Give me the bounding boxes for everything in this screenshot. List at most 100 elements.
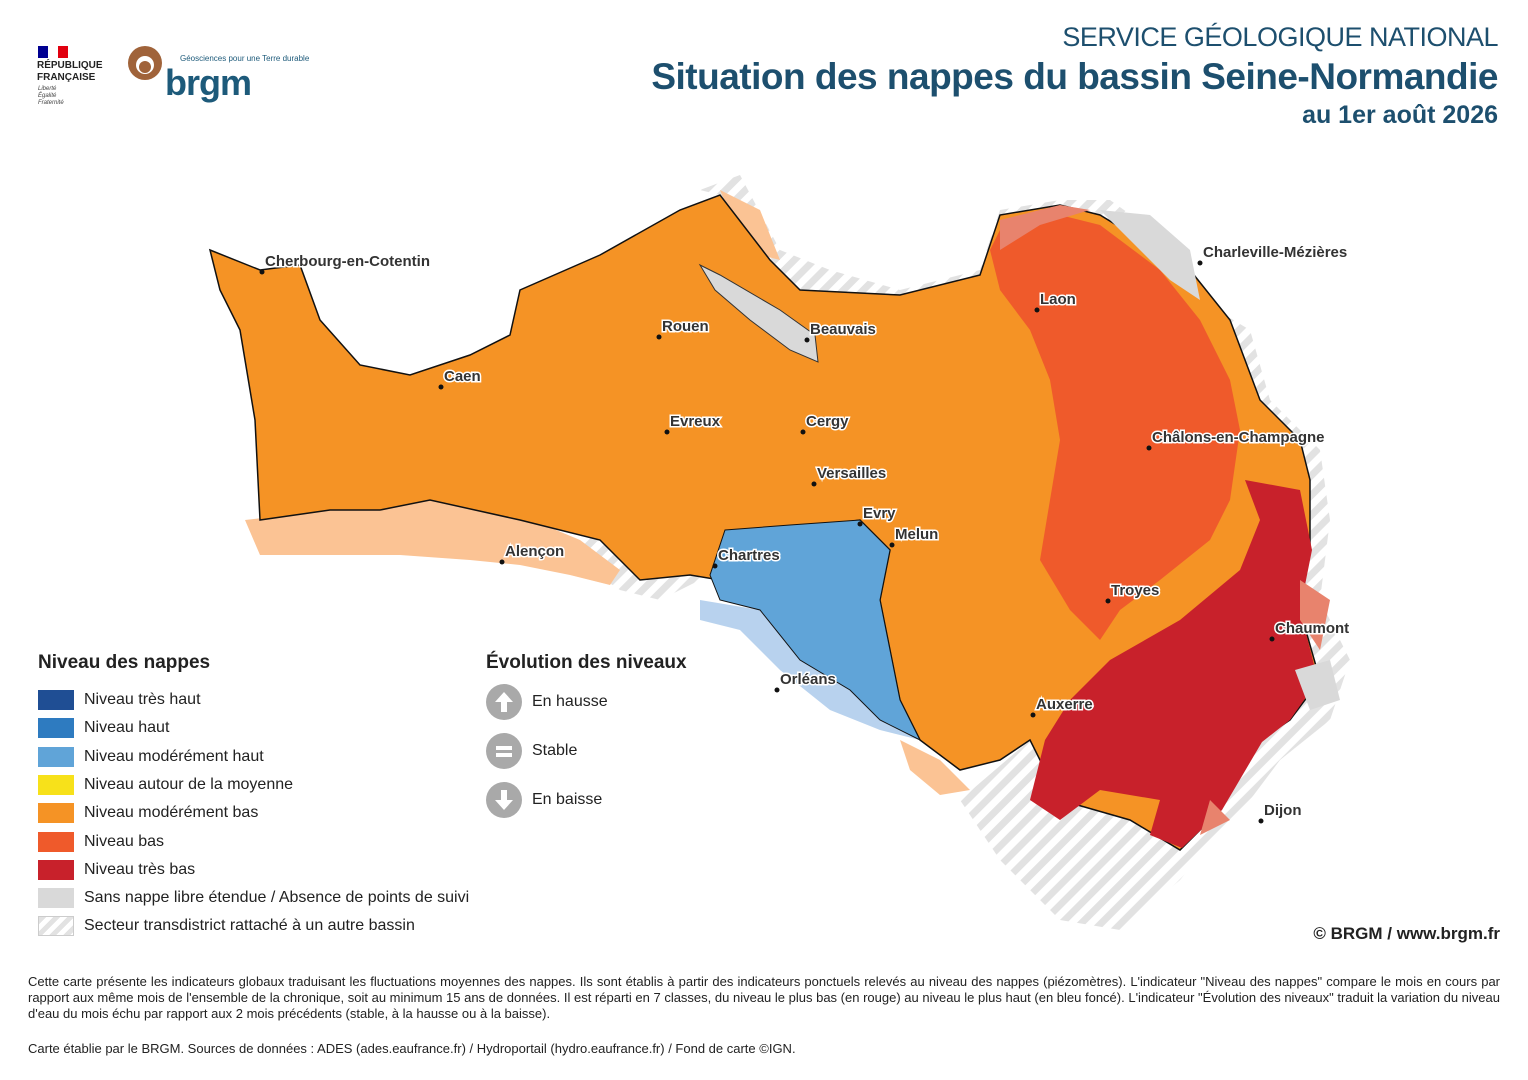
city-label: Dijon [1264,802,1302,819]
map-title: Situation des nappes du bassin Seine-Nor… [651,56,1498,97]
fringe-light-orange [900,740,970,795]
city-dot [889,542,895,548]
legend-item: Niveau autour de la moyenne [38,774,293,796]
evolution-icon [486,684,522,720]
city-label: Charleville-Mézières [1203,244,1347,261]
legend-swatch [38,859,74,880]
legend-label: Niveau très haut [84,691,201,708]
icon-symbol [496,746,512,757]
city-dot [1030,712,1036,718]
legend-swatch [38,916,74,937]
city-label: Cherbourg-en-Cotentin [265,253,430,270]
legend-item: Niveau très bas [38,859,195,881]
city-label: Cergy [806,413,849,430]
copyright: © BRGM / www.brgm.fr [1313,924,1500,943]
map-date: au 1er août 2026 [1302,101,1498,129]
flag [38,46,68,58]
legend-label: Niveau haut [84,719,170,737]
city-dot [1105,598,1111,604]
legend-swatch [38,718,74,739]
city-dot [1197,260,1203,266]
legend-item: Niveau haut [38,717,169,739]
legend-label: Secteur transdistrict rattaché à un autr… [84,917,415,935]
evolution-label: En hausse [532,693,608,710]
legend-item: Niveau modérément haut [38,746,264,768]
city-dot [857,521,863,527]
legend-swatch [38,690,74,710]
legend-title: Niveau des nappes [38,652,211,673]
fringe-light-orange [720,190,780,260]
legend-item: Sans nappe libre étendue / Absence de po… [38,887,469,909]
icon-symbol [495,692,513,712]
note: Cette carte présente les indicateurs glo… [28,974,1500,1021]
city-dot [800,429,806,435]
evolution-icon [486,733,522,769]
legend-item: Secteur transdistrict rattaché à un autr… [38,915,415,937]
note: Carte établie par le BRGM. Sources de do… [28,1041,796,1056]
evolution-item: En hausse [486,684,608,720]
city-label: Caen [444,368,481,385]
city-label: Chartres [718,547,780,564]
legend-label: Niveau bas [84,832,165,850]
brgm-tagline: Géosciences pour une Terre durable [180,54,310,63]
city-label: Auxerre [1036,696,1093,713]
city-dot [259,269,265,275]
city-label: Troyes [1111,582,1159,599]
city-dot [438,384,444,390]
legend-label: Sans nappe libre étendue / Absence de po… [84,889,470,907]
legend-item: Niveau modérément bas [38,802,258,824]
city-dot [499,559,505,565]
legend-item: Niveau bas [38,831,164,853]
legend-item: Niveau très haut [38,689,201,711]
legend-swatch [38,888,74,909]
city-dot [712,563,718,569]
city-dot [1269,636,1275,642]
legend-swatch [38,831,74,852]
republique-label: RÉPUBLIQUE FRANÇAISE [37,60,103,83]
evolution-label: Stable [532,742,578,759]
city-label: Orléans [780,671,836,688]
evolution-item: Stable [486,733,577,769]
legend-label: Niveau autour de la moyenne [84,775,294,793]
city-dot [1146,445,1152,451]
city-label: Melun [895,526,938,543]
area-low [990,215,1240,640]
service-name: SERVICE GÉOLOGIQUE NATIONAL [1062,22,1498,52]
city-dot [811,481,817,487]
legend-label: Niveau modérément bas [84,804,259,822]
legend-swatch [38,746,74,767]
evolution-label: En baisse [532,791,603,808]
city-label: Evreux [670,413,721,430]
evolution-icon [486,782,522,818]
legend-swatch [38,803,74,824]
city-label: Versailles [817,465,886,482]
city-label: Evry [863,505,896,522]
city-label: Beauvais [810,321,876,338]
city-dot [804,337,810,343]
city-dot [664,429,670,435]
city-label: Alençon [505,543,564,560]
city-label: Chaumont [1275,620,1349,637]
icon-circle [486,733,522,769]
city-dot [1034,307,1040,313]
legend-swatch [38,774,74,795]
legend-label: Niveau modérément haut [84,747,264,765]
brgm-logo [128,46,162,80]
icon-symbol [495,790,513,810]
city-dot [774,687,780,693]
city-label: Châlons-en-Champagne [1152,429,1325,446]
city-label: Rouen [662,318,709,335]
city-dot [656,334,662,340]
brgm-wordmark: brgm [165,62,252,103]
devise: Liberté Égalité Fraternité [38,86,64,106]
cities: Cherbourg-en-Cotentin Caen Rouen Beauvais Ev… [259,243,1351,824]
city-label: Laon [1040,291,1076,308]
legend-label: Niveau très bas [84,860,196,878]
area-very-low [1030,480,1318,848]
area-moderately-high [709,519,922,742]
area-no-aquifer [698,263,819,363]
evolution-title: Évolution des niveaux [486,652,687,673]
evolution-item: En baisse [486,782,602,818]
